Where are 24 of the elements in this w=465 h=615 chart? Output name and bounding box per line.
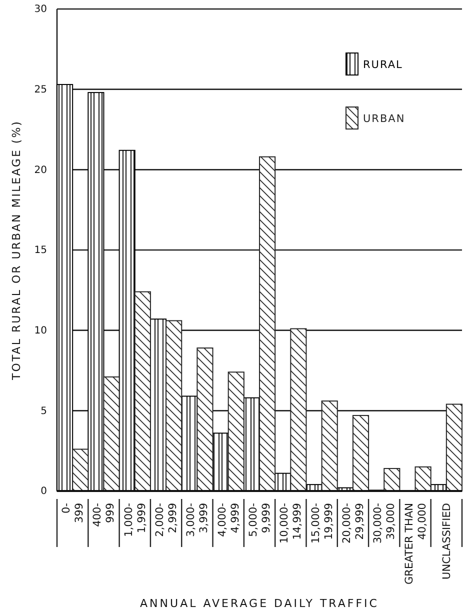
x-tick-label: 10,000- 14,999 xyxy=(278,502,304,544)
y-axis-title: TOTAL RURAL OR URBAN MILEAGE (%) xyxy=(10,120,23,381)
x-tick-label: GREATER THAN 40,000 xyxy=(403,503,428,584)
y-tick-label: 15 xyxy=(34,245,47,256)
y-tick-label: 30 xyxy=(34,4,47,16)
x-tick-label: 20,000- 29,999 xyxy=(340,502,366,544)
y-tick-label: 5 xyxy=(40,406,47,417)
x-tick-label: 1,000- 1,999 xyxy=(122,502,148,537)
x-tick-label: 15,000- 19,999 xyxy=(310,502,335,544)
x-tick-label: 0- 399 xyxy=(60,502,86,524)
legend-label: URBAN xyxy=(363,113,406,125)
x-tick-label: 4,000- 4,999 xyxy=(216,502,242,537)
x-axis-title: ANNUAL AVERAGE DAILY TRAFFIC xyxy=(140,597,379,610)
y-tick-label: 20 xyxy=(34,164,47,176)
y-tick-label: 0 xyxy=(40,486,47,498)
x-tick-label: 2,000- 2,999 xyxy=(154,502,180,537)
x-tick-label: 5,000- 9,999 xyxy=(248,502,272,537)
x-tick-label: 400- 999 xyxy=(92,502,117,527)
x-tick-label: UNCLASSIFIED xyxy=(440,503,453,580)
x-tick-label: 30,000- 39,000 xyxy=(372,502,398,544)
legend-label: RURAL xyxy=(363,59,403,71)
y-tick-label: 25 xyxy=(34,84,47,96)
x-tick-label: 3,000- 3,999 xyxy=(185,502,210,537)
y-tick-label: 10 xyxy=(34,326,47,337)
